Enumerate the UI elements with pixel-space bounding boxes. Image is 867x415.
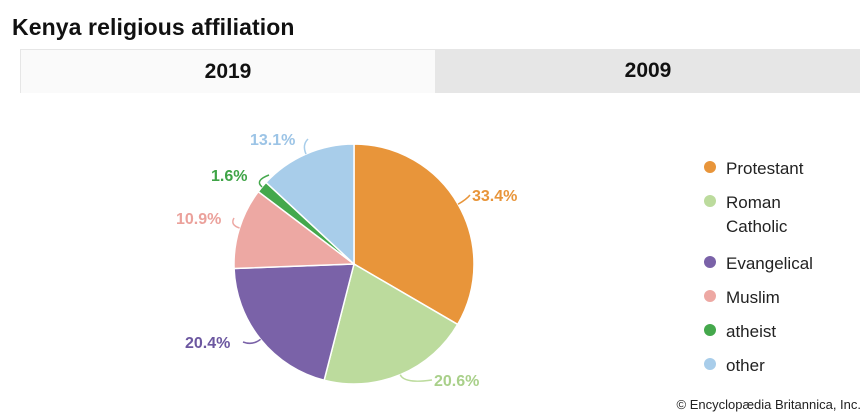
pie-slice-evangelical xyxy=(233,263,355,382)
leader-line xyxy=(242,338,262,345)
slice-label: 20.6% xyxy=(434,373,479,390)
legend-item-roman-catholic: Roman Catholic xyxy=(704,191,854,249)
legend: Protestant Roman Catholic Evangelical Mu… xyxy=(704,157,854,388)
pie-slice-other xyxy=(264,143,355,266)
slice-label: 1.6% xyxy=(211,168,247,185)
tab-2019[interactable]: 2019 xyxy=(20,49,436,93)
legend-label: other xyxy=(726,356,765,375)
legend-swatch xyxy=(704,324,716,336)
legend-swatch xyxy=(704,195,716,207)
legend-label: Roman Catholic xyxy=(726,193,788,236)
leader-line xyxy=(457,194,471,205)
legend-swatch xyxy=(704,358,716,370)
tab-2009[interactable]: 2009 xyxy=(436,49,860,93)
legend-label: Protestant xyxy=(726,159,804,178)
leader-line xyxy=(303,138,309,155)
slice-label: 20.4% xyxy=(185,335,230,352)
leader-line xyxy=(399,374,433,382)
legend-item-evangelical: Evangelical xyxy=(704,252,854,283)
legend-label: Evangelical xyxy=(726,254,813,273)
legend-item-protestant: Protestant xyxy=(704,157,854,188)
legend-item-muslim: Muslim xyxy=(704,286,854,317)
year-tabs: 2019 2009 xyxy=(20,49,860,93)
slice-label: 10.9% xyxy=(176,211,221,228)
legend-swatch xyxy=(704,290,716,302)
leader-line xyxy=(258,174,270,188)
legend-item-atheist: atheist xyxy=(704,320,854,351)
legend-swatch xyxy=(704,256,716,268)
leader-line xyxy=(232,217,240,229)
copyright-credit: © Encyclopædia Britannica, Inc. xyxy=(676,397,861,412)
legend-item-other: other xyxy=(704,354,854,385)
legend-label: Muslim xyxy=(726,288,780,307)
slice-label: 13.1% xyxy=(250,132,295,149)
chart-title: Kenya religious affiliation xyxy=(12,14,295,40)
legend-swatch xyxy=(704,161,716,173)
slice-label: 33.4% xyxy=(472,188,517,205)
legend-label: atheist xyxy=(726,322,777,341)
